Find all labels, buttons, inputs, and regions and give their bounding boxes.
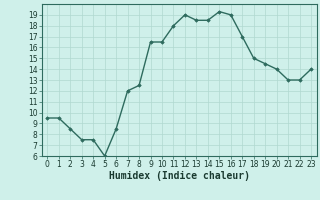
X-axis label: Humidex (Indice chaleur): Humidex (Indice chaleur) [109,171,250,181]
